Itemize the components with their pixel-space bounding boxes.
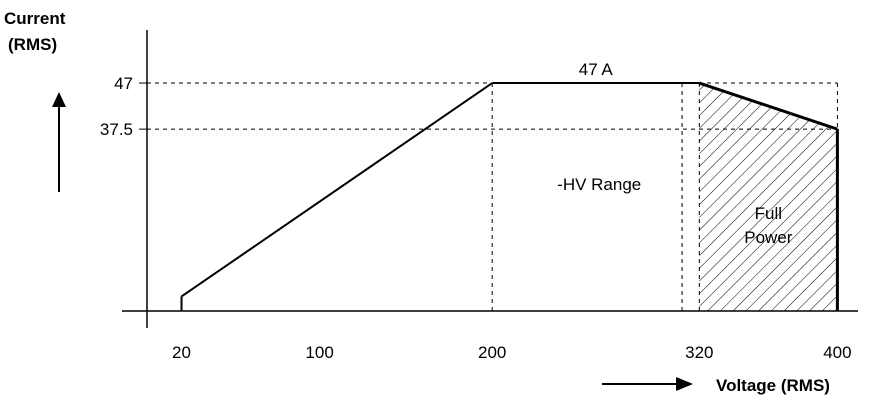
x-tick-label-3: 320 bbox=[685, 343, 713, 362]
hatched-region bbox=[699, 83, 838, 311]
annotation-3: Power bbox=[744, 228, 793, 247]
series-segment-1 bbox=[180, 82, 493, 298]
tick-labels: 37.5 47 20 100 200 320 400 bbox=[100, 74, 852, 362]
x-tick-label-4: 400 bbox=[823, 343, 851, 362]
series bbox=[180, 81, 839, 311]
full-power-hatch bbox=[699, 83, 838, 311]
right-arrow-icon bbox=[602, 377, 693, 391]
annotation-2: Full bbox=[755, 204, 782, 223]
annotation-0: 47 A bbox=[579, 60, 614, 79]
y-tick-label-0: 37.5 bbox=[100, 120, 133, 139]
x-tick-label-0: 20 bbox=[172, 343, 191, 362]
x-axis-title: Voltage (RMS) bbox=[716, 376, 830, 395]
y-axis-title-line1: Current bbox=[4, 9, 66, 28]
annotations: 47 A -HV Range Full Power bbox=[557, 60, 793, 247]
y-tick-label-1: 47 bbox=[114, 74, 133, 93]
series-segment-3 bbox=[698, 81, 838, 131]
annotation-1: -HV Range bbox=[557, 175, 641, 194]
x-tick-label-2: 200 bbox=[478, 343, 506, 362]
axes bbox=[122, 30, 858, 328]
y-axis-title-line2: (RMS) bbox=[8, 35, 57, 54]
up-arrow-icon bbox=[52, 92, 66, 192]
x-tick-label-1: 100 bbox=[305, 343, 333, 362]
